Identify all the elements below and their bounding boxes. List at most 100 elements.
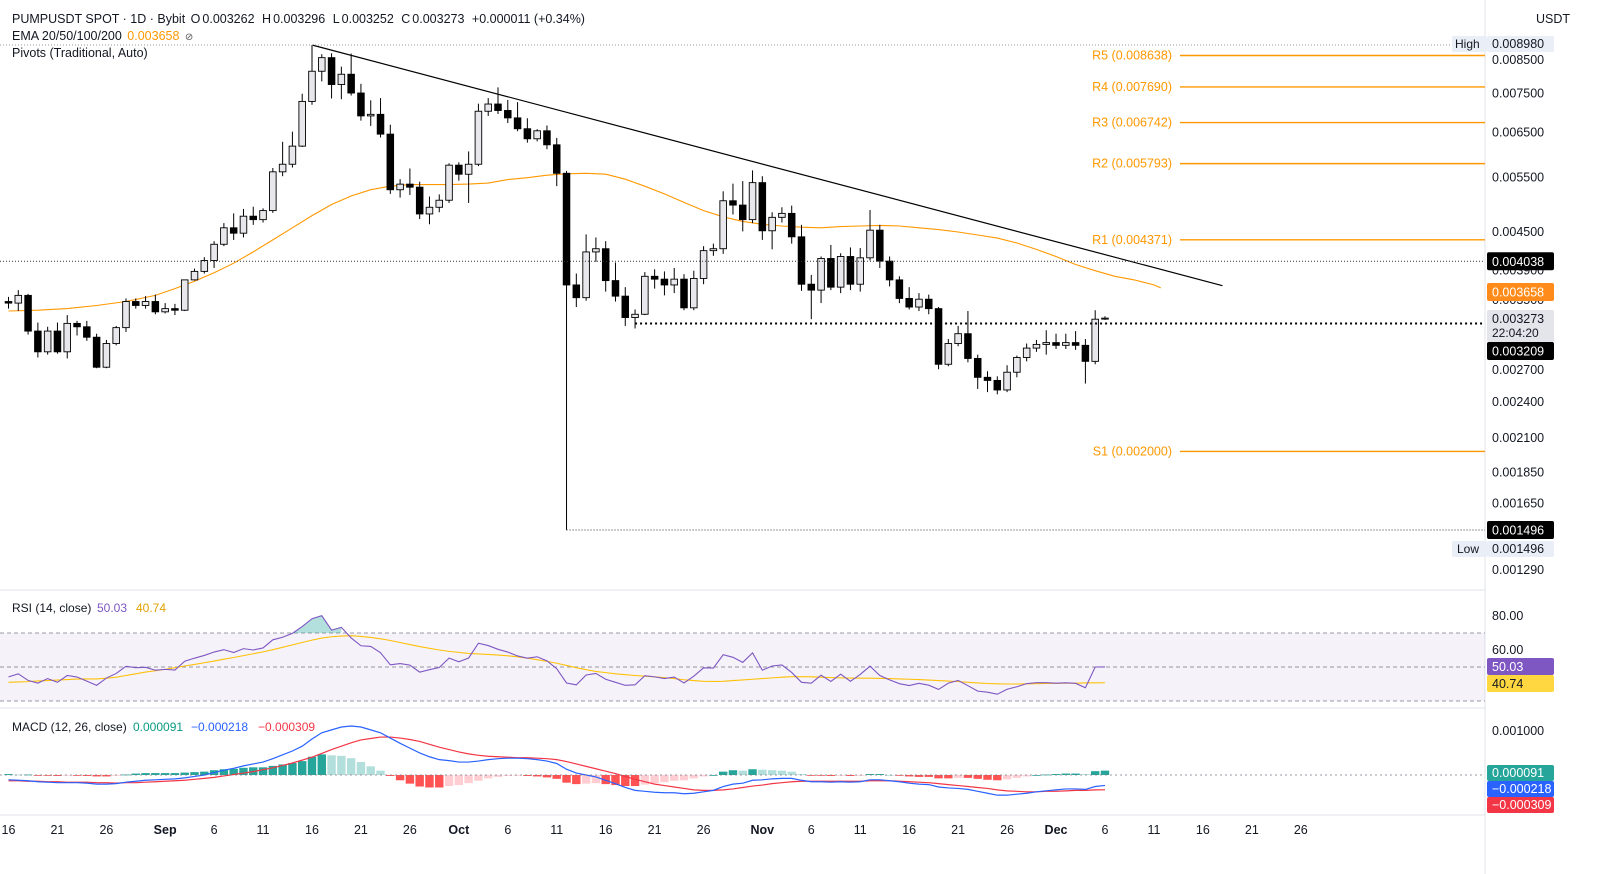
- candle-body[interactable]: [944, 343, 953, 365]
- candle-body[interactable]: [122, 301, 130, 329]
- candle-body[interactable]: [768, 216, 776, 232]
- candle-body[interactable]: [171, 308, 179, 311]
- candle-body[interactable]: [797, 236, 806, 285]
- candle-body[interactable]: [415, 186, 424, 215]
- candle-body[interactable]: [34, 330, 42, 353]
- candle-body[interactable]: [778, 212, 786, 218]
- candle-body[interactable]: [73, 322, 81, 328]
- candle-body[interactable]: [337, 73, 346, 85]
- pivots-legend-label[interactable]: Pivots (Traditional, Auto): [12, 46, 148, 60]
- candle-body[interactable]: [729, 200, 737, 206]
- candle-body[interactable]: [523, 128, 532, 140]
- candle-body[interactable]: [92, 336, 101, 368]
- candle-body[interactable]: [464, 163, 473, 175]
- candle-body[interactable]: [386, 133, 395, 191]
- candle-body[interactable]: [161, 308, 169, 313]
- candle-body[interactable]: [895, 279, 904, 299]
- candle-body[interactable]: [200, 260, 209, 272]
- candle-body[interactable]: [278, 163, 287, 173]
- candle-body[interactable]: [670, 278, 678, 286]
- candle-body[interactable]: [14, 294, 23, 304]
- candle-body[interactable]: [905, 297, 913, 308]
- candle-body[interactable]: [866, 229, 874, 259]
- candle-body[interactable]: [190, 270, 199, 281]
- candle-body[interactable]: [435, 199, 444, 208]
- candle-body[interactable]: [552, 144, 561, 174]
- candle-body[interactable]: [494, 103, 502, 111]
- candle-body[interactable]: [993, 379, 1002, 391]
- candle-body[interactable]: [83, 326, 91, 338]
- candle-body[interactable]: [180, 279, 189, 311]
- candle-body[interactable]: [288, 145, 297, 165]
- candle-body[interactable]: [357, 92, 365, 117]
- candle-body[interactable]: [1091, 318, 1099, 362]
- candle-body[interactable]: [1042, 342, 1050, 345]
- candle-body[interactable]: [1013, 357, 1021, 373]
- candle-body[interactable]: [562, 172, 571, 286]
- candle-body[interactable]: [406, 183, 414, 188]
- candle-body[interactable]: [239, 215, 248, 234]
- rsi-pane[interactable]: RSI (14, close) 50.03 40.74 80.00 60.00 50.03…: [0, 601, 1554, 702]
- candle-body[interactable]: [954, 333, 962, 344]
- candle-body[interactable]: [709, 248, 718, 252]
- candle-body[interactable]: [915, 298, 923, 308]
- symbol-title[interactable]: PUMPUSDT SPOT · 1D · Bybit: [12, 12, 186, 26]
- candle-body[interactable]: [1071, 342, 1080, 346]
- candle-body[interactable]: [504, 110, 512, 119]
- candle-body[interactable]: [592, 248, 600, 253]
- candle-body[interactable]: [533, 130, 541, 140]
- candle-body[interactable]: [229, 227, 238, 234]
- ema-legend[interactable]: EMA 20/50/100/200 0.003658 ⊘: [12, 28, 195, 46]
- candle-body[interactable]: [660, 278, 669, 286]
- hide-indicator-icon[interactable]: ⊘: [184, 32, 194, 43]
- candle-body[interactable]: [827, 258, 835, 288]
- candle-body[interactable]: [1022, 347, 1031, 358]
- candle-body[interactable]: [1081, 344, 1090, 362]
- candle-body[interactable]: [132, 301, 140, 306]
- candle-body[interactable]: [787, 212, 796, 238]
- candle-body[interactable]: [856, 257, 864, 285]
- price-axis[interactable]: 0.001290 0.001650 0.001850 0.002100 0.002400…: [1452, 36, 1554, 577]
- candle-body[interactable]: [748, 182, 757, 221]
- ema-legend-label[interactable]: EMA 20/50/100/200: [12, 29, 122, 43]
- candle-body[interactable]: [846, 256, 855, 285]
- candle-body[interactable]: [249, 215, 257, 221]
- candle-body[interactable]: [1101, 317, 1109, 320]
- candle-body[interactable]: [63, 322, 71, 353]
- candle-body[interactable]: [925, 298, 933, 310]
- candle-body[interactable]: [445, 164, 453, 201]
- candle-body[interactable]: [739, 204, 747, 221]
- candle-body[interactable]: [425, 206, 434, 215]
- candle-body[interactable]: [641, 275, 649, 315]
- candle-body[interactable]: [1032, 343, 1041, 349]
- candle-body[interactable]: [4, 301, 13, 304]
- candle-body[interactable]: [484, 103, 492, 112]
- rsi-legend-label[interactable]: RSI (14, close): [12, 601, 91, 615]
- candle-body[interactable]: [308, 70, 316, 102]
- candle-body[interactable]: [680, 278, 688, 309]
- candle-body[interactable]: [220, 227, 228, 245]
- candle-body[interactable]: [885, 260, 894, 281]
- candles-layer[interactable]: [4, 45, 1109, 530]
- candle-body[interactable]: [347, 73, 355, 94]
- candle-body[interactable]: [758, 182, 767, 232]
- candle-body[interactable]: [964, 333, 972, 359]
- candle-body[interactable]: [366, 113, 375, 117]
- symbol-legend[interactable]: PUMPUSDT SPOT · 1D · Bybit O 0.003262 H 0.…: [12, 11, 587, 27]
- candle-body[interactable]: [376, 113, 385, 135]
- candle-body[interactable]: [1062, 342, 1070, 346]
- candle-body[interactable]: [53, 330, 62, 353]
- candle-body[interactable]: [259, 210, 267, 221]
- candle-body[interactable]: [572, 284, 581, 299]
- candle-body[interactable]: [474, 110, 483, 165]
- candle-body[interactable]: [1052, 342, 1060, 346]
- candle-body[interactable]: [876, 229, 884, 262]
- candle-body[interactable]: [210, 243, 218, 261]
- candle-body[interactable]: [817, 258, 825, 291]
- candle-body[interactable]: [112, 327, 120, 344]
- candle-body[interactable]: [719, 200, 727, 250]
- candle-body[interactable]: [650, 275, 659, 280]
- candle-body[interactable]: [601, 248, 610, 282]
- candle-body[interactable]: [455, 164, 463, 175]
- candle-body[interactable]: [24, 294, 32, 332]
